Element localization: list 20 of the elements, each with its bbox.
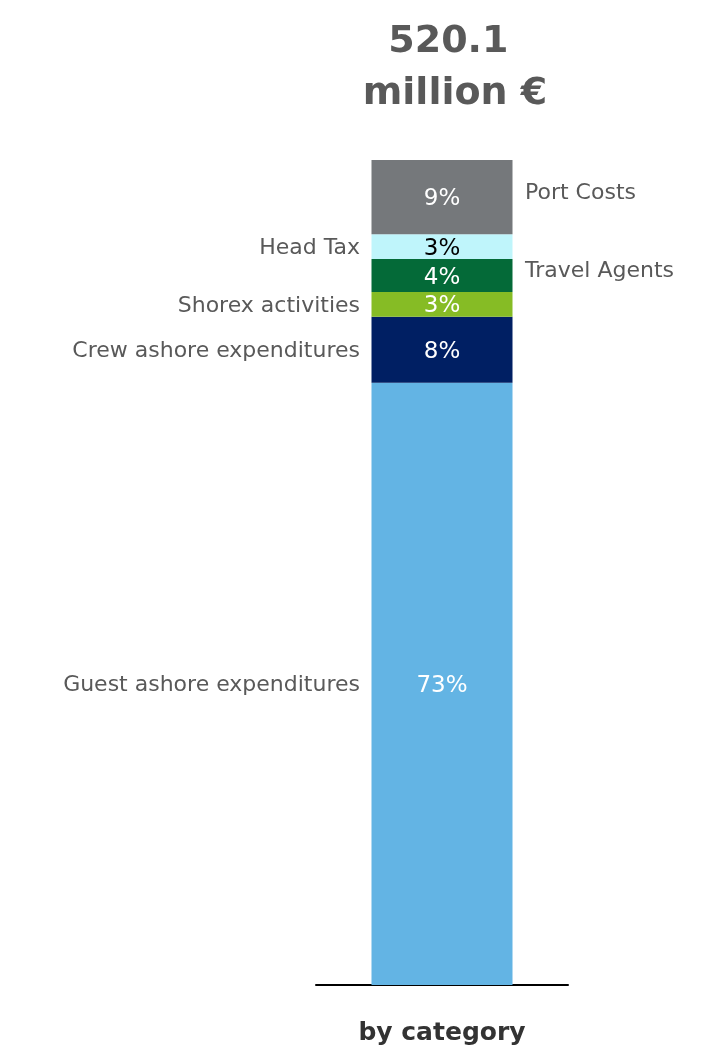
series-label: Shorex activities (177, 291, 360, 317)
bar (371, 292, 513, 317)
x-tick-label: by category (358, 1017, 526, 1046)
data-label: 8% (423, 336, 461, 363)
data-label: 4% (423, 262, 461, 289)
bar (371, 259, 513, 292)
bar (371, 234, 513, 259)
series-label: Guest ashore expenditures (63, 671, 360, 697)
chart-title: 520.1 million € (362, 17, 548, 113)
bar (371, 160, 513, 235)
series-label: Port Costs (525, 178, 636, 204)
data-label: 73% (416, 670, 468, 697)
bar (371, 316, 513, 383)
bar (371, 382, 513, 985)
series-label: Crew ashore expenditures (72, 337, 360, 363)
data-label: 3% (423, 291, 461, 318)
data-label: 9% (423, 184, 461, 211)
series-label: Head Tax (259, 234, 360, 260)
series-label: Travel Agents (524, 257, 674, 282)
data-label: 3% (423, 233, 461, 260)
